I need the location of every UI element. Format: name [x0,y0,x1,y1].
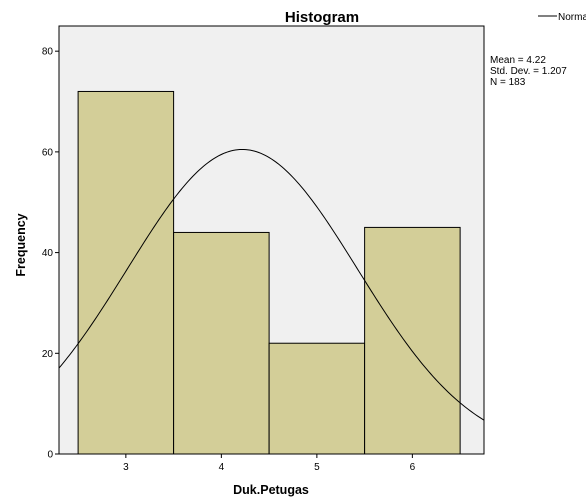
histogram-bar-5 [269,343,365,454]
y-tick-label-40: 40 [42,248,54,259]
y-tick-label-20: 20 [42,349,54,360]
histogram-bar-4 [174,232,270,454]
x-tick-label-3: 3 [123,462,129,473]
y-tick-label-80: 80 [42,47,54,58]
x-axis-label: Duk.Petugas [233,483,309,497]
chart-title: Histogram [285,9,359,26]
stats-box: Mean = 4.22 Std. Dev. = 1.207 N = 183 [490,55,567,88]
stats-mean: Mean = 4.22 [490,55,546,66]
y-tick-label-60: 60 [42,147,54,158]
stats-n: N = 183 [490,77,526,88]
x-tick-label-5: 5 [314,462,320,473]
legend: Normal [538,12,586,23]
y-tick-label-0: 0 [47,450,53,461]
stats-std-dev: Std. Dev. = 1.207 [490,66,567,77]
histogram-bar-3 [78,91,174,454]
histogram-bar-6 [365,227,461,454]
y-axis-label: Frequency [14,213,28,276]
x-tick-label-4: 4 [219,462,225,473]
legend-label-normal: Normal [558,12,586,23]
x-tick-label-6: 6 [410,462,416,473]
